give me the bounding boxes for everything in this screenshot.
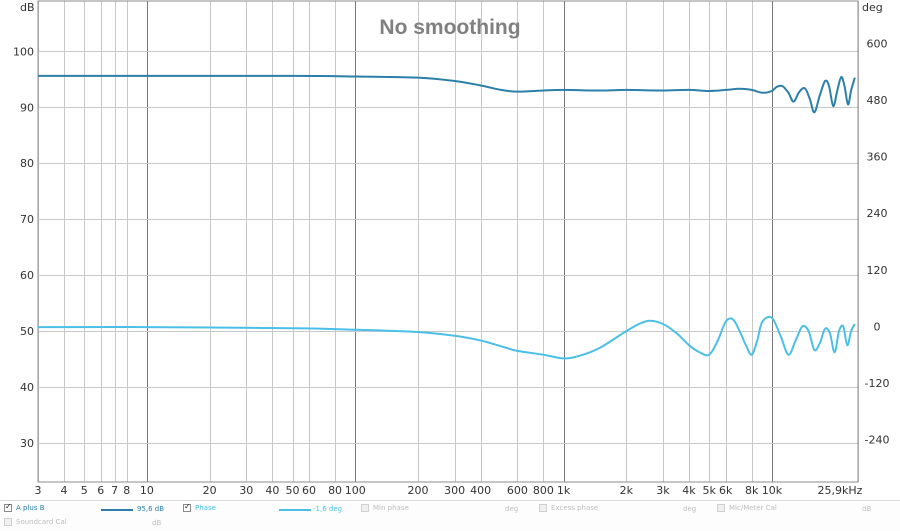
x-tick-label: 10 [140, 484, 154, 497]
series-line-phase [37, 315, 856, 360]
legend-checkbox-mic-meter-cal[interactable] [717, 504, 725, 512]
y-left-tick-label: 80 [20, 157, 34, 170]
y-left-axis-ticks: 30 40 50 60 70 80 90 100 [13, 45, 34, 450]
x-tick-label: 20 [203, 484, 217, 497]
y-right-unit: deg [862, 1, 883, 14]
legend-label-mic-meter-cal: Mic/Meter Cal [729, 504, 777, 512]
y-right-tick-label: 120 [867, 264, 888, 277]
x-tick-label: 60 [302, 484, 316, 497]
y-left-tick-label: 90 [20, 101, 34, 114]
x-tick-label: 800 [533, 484, 554, 497]
y-left-tick-label: 50 [20, 325, 34, 338]
legend-item-soundcard-cal[interactable]: Soundcard Cal [4, 518, 67, 526]
legend-checkbox-phase[interactable] [183, 502, 191, 512]
plot-frame [37, 0, 859, 483]
legend-item-a-plus-b[interactable]: A plus B [4, 502, 45, 512]
chart-title: No smoothing [379, 16, 520, 39]
x-axis-ticks: 3 4 5 6 7 8 10 20 30 40 50 60 80 100 200 300 400 600 800 1k… [35, 484, 863, 497]
y-left-tick-label: 70 [20, 213, 34, 226]
legend-unit-min-phase: deg [505, 505, 519, 513]
y-left-unit: dB [20, 1, 35, 14]
legend-checkbox-soundcard-cal[interactable] [4, 518, 12, 526]
y-right-tick-label: 0 [874, 320, 881, 333]
x-tick-label: 25,9kHz [818, 484, 863, 497]
x-tick-label: 400 [470, 484, 491, 497]
x-tick-label: 7 [111, 484, 118, 497]
legend-label-phase: Phase [195, 504, 216, 512]
y-right-tick-label: 240 [867, 207, 888, 220]
legend-item-mic-meter-cal[interactable]: Mic/Meter Cal [717, 504, 777, 512]
x-tick-label: 10k [762, 484, 783, 497]
x-tick-label: 5k [703, 484, 717, 497]
legend-item-min-phase[interactable]: Min phase [361, 504, 409, 512]
x-tick-label: 50 [286, 484, 300, 497]
x-tick-label: 8k [745, 484, 759, 497]
legend-checkbox-a-plus-b[interactable] [4, 502, 12, 512]
legend-unit-mic-meter-cal: dB [862, 505, 872, 513]
x-tick-label: 40 [265, 484, 279, 497]
legend-label-excess-phase: Excess phase [551, 504, 599, 512]
y-right-tick-label: 480 [867, 94, 888, 107]
x-tick-label: 100 [345, 484, 366, 497]
x-tick-label: 6k [719, 484, 733, 497]
x-tick-label: 4 [61, 484, 68, 497]
x-tick-label: 600 [507, 484, 528, 497]
legend-bar: A plus B 95,6 dB Phase -1,6 deg Min phas… [0, 500, 900, 531]
legend-checkbox-excess-phase[interactable] [539, 504, 547, 512]
x-tick-label: 6 [97, 484, 104, 497]
x-tick-label: 200 [407, 484, 428, 497]
x-tick-label: 1k [557, 484, 571, 497]
y-left-tick-label: 30 [20, 437, 34, 450]
x-tick-label: 80 [328, 484, 342, 497]
legend-value-a-plus-b: 95,6 dB [137, 505, 165, 513]
y-right-axis-ticks: -240 -120 0 120 240 360 480 600 [865, 37, 890, 446]
x-tick-label: 8 [123, 484, 130, 497]
y-left-tick-label: 40 [20, 381, 34, 394]
y-left-tick-label: 60 [20, 269, 34, 282]
legend-unit-excess-phase: deg [683, 505, 697, 513]
x-tick-label: 3 [35, 484, 42, 497]
x-tick-label: 30 [239, 484, 253, 497]
legend-item-excess-phase[interactable]: Excess phase [539, 504, 598, 512]
legend-label-min-phase: Min phase [373, 504, 409, 512]
x-tick-label: 5 [81, 484, 88, 497]
legend-label-a-plus-b: A plus B [16, 504, 45, 512]
legend-value-phase: -1,6 deg [313, 505, 343, 513]
legend-swatch-a-plus-b [101, 509, 133, 511]
y-right-tick-label: 360 [867, 151, 888, 164]
y-left-tick-label: 100 [13, 45, 34, 58]
x-tick-label: 300 [444, 484, 465, 497]
x-tick-label: 4k [682, 484, 696, 497]
legend-swatch-phase [279, 509, 311, 511]
series-line-a-plus-b [38, 74, 856, 114]
y-right-tick-label: -240 [865, 434, 890, 447]
frequency-response-chart: 3 4 5 6 7 8 10 20 30 40 50 60 80 100 200 300 400 600 800 1k… [13, 0, 890, 497]
y-right-tick-label: 600 [867, 37, 888, 50]
legend-item-phase[interactable]: Phase [183, 502, 216, 512]
legend-unit-soundcard-cal: dB [152, 519, 162, 527]
legend-checkbox-min-phase[interactable] [361, 504, 369, 512]
legend-label-soundcard-cal: Soundcard Cal [16, 518, 67, 526]
y-right-tick-label: -120 [865, 377, 890, 390]
x-tick-label: 3k [656, 484, 670, 497]
x-tick-label: 2k [620, 484, 634, 497]
grid [38, 1, 859, 482]
series-lines [37, 74, 856, 360]
